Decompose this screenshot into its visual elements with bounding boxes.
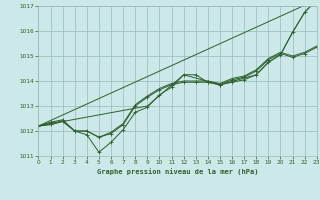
X-axis label: Graphe pression niveau de la mer (hPa): Graphe pression niveau de la mer (hPa) xyxy=(97,168,258,175)
